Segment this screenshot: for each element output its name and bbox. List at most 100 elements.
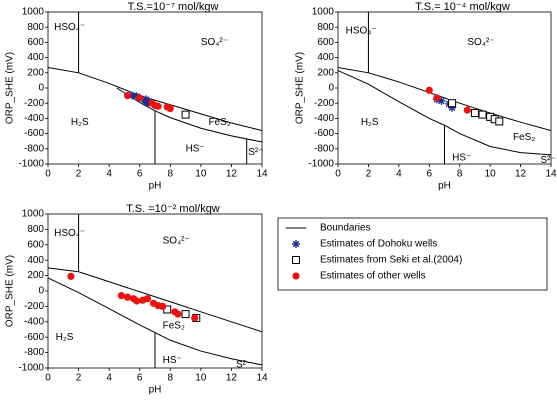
y-tick-label: 0 xyxy=(328,83,334,94)
y-axis-title: ORP_SHE (mV) xyxy=(5,255,16,327)
star-stroke xyxy=(142,96,150,103)
circle-marker xyxy=(67,272,75,280)
legend-label: Estimates of other wells xyxy=(320,271,426,282)
circle-marker xyxy=(143,295,151,303)
x-tick-label: 4 xyxy=(106,169,112,180)
star-marker xyxy=(141,95,150,104)
region-label: SO₄²⁻ xyxy=(201,37,228,48)
boundary-line xyxy=(116,87,263,143)
chart-title: T.S. =10⁻² mol/kgw xyxy=(126,203,220,215)
square-marker xyxy=(495,117,504,126)
circle-marker xyxy=(433,94,441,102)
chart-title: T.S.=10⁻⁷ mol/kgw xyxy=(128,1,219,13)
circle-marker xyxy=(123,293,132,301)
circle-marker xyxy=(117,292,125,300)
y-tick-label: -600 xyxy=(24,128,44,139)
x-axis-title: pH xyxy=(149,181,162,192)
y-tick-label: -1000 xyxy=(18,159,44,170)
y-tick-label: 600 xyxy=(317,37,334,48)
legend-swatch xyxy=(292,256,300,264)
x-tick-label: 14 xyxy=(256,169,268,180)
circle-marker xyxy=(191,314,199,322)
x-tick-label: 8 xyxy=(168,169,174,180)
legend-swatch xyxy=(292,272,300,280)
region-label: S²⁻ xyxy=(236,360,251,371)
circle-marker xyxy=(133,297,141,305)
x-tick-label: 0 xyxy=(45,373,51,384)
region-label: H₂S xyxy=(361,117,379,128)
x-tick-label: 6 xyxy=(137,373,143,384)
legend-swatch xyxy=(292,240,300,248)
x-tick-label: 12 xyxy=(226,169,238,180)
circle-marker xyxy=(166,104,174,113)
y-axis-title: ORP_SHE (mV) xyxy=(295,52,306,124)
x-tick-label: 8 xyxy=(168,373,174,384)
square-marker xyxy=(478,110,487,119)
x-tick-label: 14 xyxy=(545,169,557,180)
y-tick-label: -600 xyxy=(314,128,334,139)
x-axis-title: pH xyxy=(438,181,451,192)
y-axis-title: ORP_SHE (mV) xyxy=(5,52,16,124)
circle-marker xyxy=(123,92,132,100)
y-tick-label: 800 xyxy=(27,22,44,33)
x-tick-label: 8 xyxy=(457,169,463,180)
y-tick-label: -400 xyxy=(24,113,44,124)
y-tick-label: -200 xyxy=(314,98,334,109)
y-tick-label: -200 xyxy=(24,301,44,312)
x-axis-title: pH xyxy=(149,385,162,396)
region-label: S²⁻ xyxy=(248,147,263,158)
x-tick-label: 4 xyxy=(396,169,402,180)
circle-marker xyxy=(154,102,162,110)
y-tick-label: -600 xyxy=(24,332,44,343)
region-label: H₂S xyxy=(56,332,74,343)
region-label: FeS₂ xyxy=(163,320,185,331)
region-label: FeS₂ xyxy=(209,117,231,128)
legend-label: Estimates of Dohoku wells xyxy=(320,239,437,250)
y-tick-label: 1000 xyxy=(312,7,335,18)
boundary-line xyxy=(47,267,263,333)
boundary-line xyxy=(337,66,552,132)
star-stroke xyxy=(292,240,300,248)
x-tick-label: 6 xyxy=(137,169,143,180)
y-tick-label: 400 xyxy=(27,52,44,63)
star-stroke xyxy=(438,97,445,105)
boundary-line xyxy=(47,66,263,132)
circle-marker xyxy=(174,310,182,318)
y-tick-label: 600 xyxy=(27,37,44,48)
region-label: S²⁻ xyxy=(540,155,555,166)
y-tick-label: 200 xyxy=(317,67,334,78)
y-tick-label: -800 xyxy=(24,143,44,154)
x-tick-label: 12 xyxy=(226,373,238,384)
y-tick-label: 200 xyxy=(27,67,44,78)
legend-box xyxy=(277,217,548,291)
y-tick-label: 800 xyxy=(27,224,44,235)
legend-label: Boundaries xyxy=(320,223,371,234)
y-tick-label: -800 xyxy=(314,143,334,154)
y-tick-label: 1000 xyxy=(22,7,45,18)
y-tick-label: 0 xyxy=(38,286,44,297)
square-marker xyxy=(181,110,190,119)
circle-marker xyxy=(463,106,471,114)
x-tick-label: 10 xyxy=(195,169,207,180)
region-label: SO₄²⁻ xyxy=(163,236,190,247)
x-tick-label: 2 xyxy=(76,373,82,384)
square-marker xyxy=(181,310,190,319)
x-tick-label: 10 xyxy=(195,373,207,384)
x-tick-label: 4 xyxy=(106,373,112,384)
square-marker xyxy=(448,99,457,108)
square-marker xyxy=(470,109,479,118)
region-label: HS⁻ xyxy=(452,153,471,164)
x-tick-label: 0 xyxy=(45,169,51,180)
y-tick-label: 400 xyxy=(27,255,44,266)
region-label: FeS₂ xyxy=(513,132,535,143)
region-label: HSO₄⁻ xyxy=(346,26,377,37)
y-tick-label: 800 xyxy=(317,22,334,33)
x-tick-label: 10 xyxy=(485,169,497,180)
region-label: HSO₄⁻ xyxy=(54,228,85,239)
y-tick-label: -800 xyxy=(24,347,44,358)
region-label: HSO₄⁻ xyxy=(54,22,85,33)
chart-title: T.S.= 10⁻⁴ mol/kgw xyxy=(415,1,510,13)
legend-label: Estimates from Seki et al.(2004) xyxy=(320,255,462,266)
x-tick-label: 2 xyxy=(366,169,372,180)
y-tick-label: -1000 xyxy=(308,159,334,170)
